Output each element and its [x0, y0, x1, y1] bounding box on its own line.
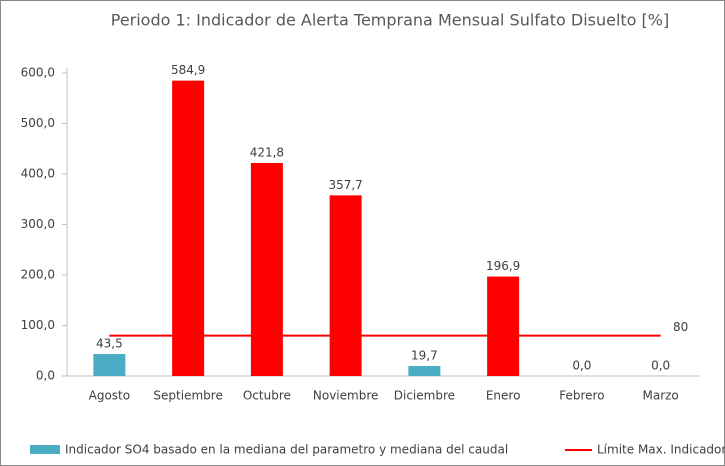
bar — [93, 354, 126, 376]
x-tick-label: Septiembre — [153, 389, 222, 403]
bar — [329, 195, 362, 376]
chart-title: Periodo 1: Indicador de Alerta Temprana … — [111, 11, 670, 30]
y-tick-label: 600,0 — [21, 66, 55, 80]
y-tick-label: 300,0 — [21, 217, 55, 231]
x-tick-label: Febrero — [559, 389, 604, 403]
x-tick-label: Marzo — [642, 389, 678, 403]
bar — [250, 162, 283, 376]
value-label: 584,9 — [171, 63, 205, 77]
value-label: 0,0 — [572, 359, 591, 373]
y-tick-label: 0,0 — [36, 369, 55, 383]
value-label: 421,8 — [250, 145, 284, 159]
value-label: 357,7 — [328, 178, 362, 192]
x-tick-label: Agosto — [89, 389, 130, 403]
x-tick-label: Enero — [486, 389, 521, 403]
bar — [172, 80, 205, 377]
reference-label: 80 — [673, 320, 688, 334]
legend-label: Límite Max. Indicador — [597, 443, 725, 457]
value-label: 43,5 — [96, 337, 123, 351]
y-tick-label: 100,0 — [21, 318, 55, 332]
y-tick-label: 200,0 — [21, 268, 55, 282]
x-tick-label: Octubre — [243, 389, 291, 403]
bar — [408, 366, 441, 376]
value-label: 19,7 — [411, 349, 438, 363]
value-label: 196,9 — [486, 259, 520, 273]
legend-label: Indicador SO4 basado en la mediana del p… — [65, 443, 508, 457]
x-tick-label: Diciembre — [394, 389, 455, 403]
value-label: 0,0 — [651, 359, 670, 373]
y-tick-label: 400,0 — [21, 167, 55, 181]
x-tick-label: Noviembre — [313, 389, 379, 403]
y-tick-label: 500,0 — [21, 116, 55, 130]
bar — [487, 276, 520, 376]
legend-swatch — [30, 445, 60, 454]
